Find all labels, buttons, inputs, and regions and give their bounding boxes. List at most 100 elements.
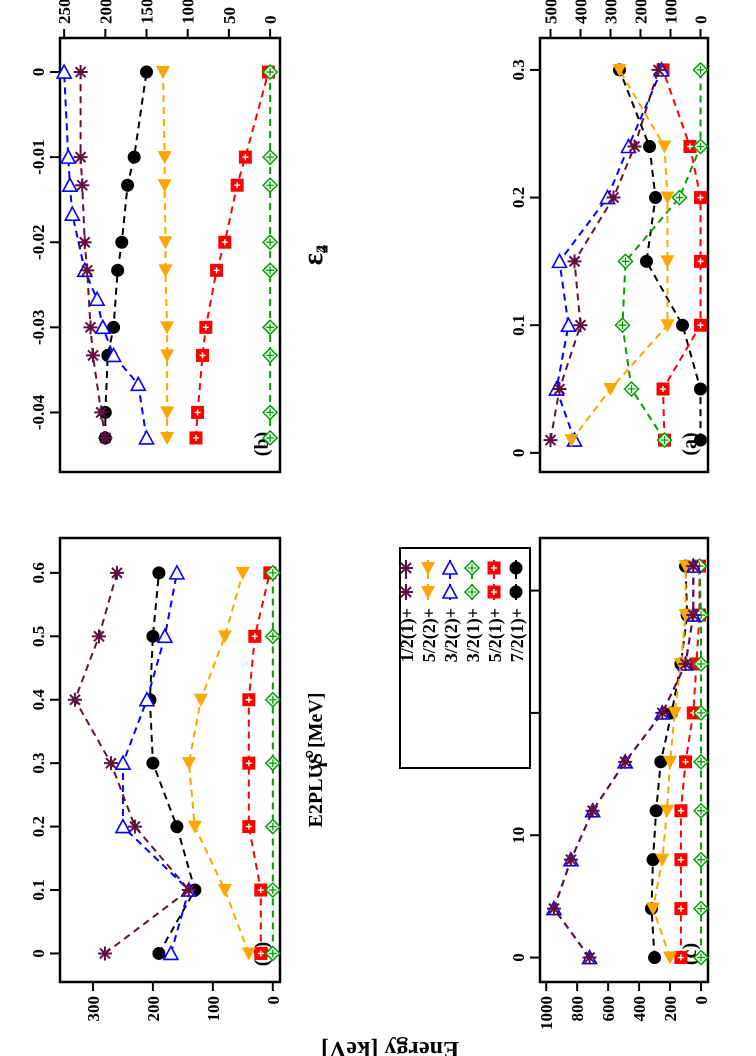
- marker-triangle-open: [94, 318, 112, 335]
- marker-circle: [694, 433, 707, 447]
- x-tick-label: 0.5: [29, 626, 48, 647]
- marker-square-inner: [192, 434, 199, 441]
- y-tick-label: 0: [692, 16, 711, 25]
- marker-square-inner: [491, 589, 497, 595]
- y-tick-label: 600: [599, 996, 618, 1022]
- x-tick-label: 0: [509, 449, 528, 458]
- marker-star: [606, 190, 621, 205]
- marker-triangle-filled: [660, 191, 675, 205]
- marker-triangle-open: [441, 559, 459, 575]
- marker-diamond-inner: [268, 568, 277, 577]
- y-tick-label: 250: [55, 0, 74, 24]
- y-tick-label: 50: [220, 7, 239, 24]
- marker-diamond-inner: [266, 181, 275, 190]
- series-1-2-1--: [67, 565, 196, 961]
- x-tick-label: -0.01: [29, 139, 48, 174]
- y-tick-label: 1000: [537, 996, 556, 1030]
- marker-circle: [640, 254, 653, 268]
- marker-square-inner: [245, 696, 252, 703]
- marker-star: [98, 430, 113, 445]
- marker-star: [563, 852, 578, 867]
- marker-triangle-open: [64, 205, 81, 221]
- marker-diamond-inner: [268, 632, 277, 641]
- legend-label: 5/2(2)+: [419, 608, 440, 662]
- marker-square-inner: [257, 950, 264, 957]
- y-tick-label: 200: [661, 996, 680, 1022]
- marker-star: [399, 561, 413, 575]
- marker-diamond-inner: [266, 433, 275, 442]
- marker-square-inner: [677, 856, 684, 863]
- marker-star: [75, 178, 90, 193]
- marker-square-inner: [491, 565, 497, 571]
- marker-triangle-filled: [181, 757, 196, 771]
- marker-triangle-open: [105, 346, 122, 363]
- marker-star: [80, 263, 95, 278]
- marker-square-inner: [697, 258, 704, 265]
- marker-diamond-inner: [696, 142, 705, 151]
- marker-star: [77, 235, 92, 250]
- x-tick-label: -0.04: [29, 394, 48, 430]
- legend-box: [399, 547, 531, 769]
- marker-diamond-inner: [697, 953, 706, 962]
- marker-diamond-inner: [618, 321, 627, 330]
- marker-square-inner: [213, 267, 220, 274]
- marker-square-inner: [257, 887, 264, 894]
- marker-diamond-inner: [697, 855, 706, 864]
- x-tick-label: 0.2: [29, 816, 48, 837]
- x-tick-label: 0: [509, 953, 528, 962]
- marker-triangle-open: [551, 252, 568, 269]
- marker-circle: [649, 804, 663, 818]
- series-5-2-2--: [181, 566, 256, 961]
- marker-triangle-filled: [667, 706, 682, 720]
- marker-circle: [646, 853, 660, 867]
- marker-triangle-filled: [241, 947, 256, 961]
- x-tick-label: -0.02: [29, 225, 48, 260]
- marker-triangle-filled: [158, 264, 173, 278]
- marker-diamond-inner: [697, 659, 706, 668]
- marker-triangle-filled: [160, 349, 175, 363]
- legend: 7/2(1)+5/2(1)+3/2(1)+3/2(2)+5/2(2)+1/2(1…: [397, 547, 531, 769]
- legend-label: 7/2(1)+: [507, 608, 528, 662]
- marker-triangle-filled: [421, 586, 435, 599]
- x-tick-label: 10: [509, 827, 528, 844]
- marker-circle: [694, 382, 707, 396]
- marker-square-inner: [245, 760, 252, 767]
- marker-triangle-filled: [193, 693, 208, 707]
- marker-circle: [654, 755, 668, 769]
- marker-square-inner: [245, 823, 252, 830]
- marker-triangle-open: [55, 63, 73, 79]
- x-axis-label: ε₄: [298, 244, 329, 265]
- marker-star: [73, 65, 88, 80]
- marker-triangle-filled: [157, 151, 172, 165]
- marker-square-inner: [697, 322, 704, 329]
- x-axis-label: γ°: [302, 750, 328, 772]
- series-5-2-2--: [564, 63, 675, 448]
- marker-triangle-filled: [655, 853, 670, 867]
- marker-diamond-inner: [266, 153, 275, 162]
- marker-star: [686, 608, 701, 623]
- marker-circle: [146, 629, 160, 643]
- series-5-2-2--: [646, 560, 693, 965]
- y-tick-label: 0: [261, 16, 280, 25]
- marker-diamond-inner: [266, 408, 275, 417]
- marker-diamond-inner: [468, 564, 476, 572]
- marker-triangle-filled: [660, 255, 675, 269]
- marker-triangle-open: [138, 691, 156, 707]
- x-tick-label: 0.1: [509, 315, 528, 336]
- marker-triangle-filled: [646, 902, 661, 916]
- series-line: [552, 566, 695, 959]
- y-tick-label: 200: [632, 0, 651, 24]
- y-tick-label: 100: [179, 0, 198, 24]
- marker-star: [109, 565, 124, 580]
- marker-square-inner: [682, 758, 689, 765]
- marker-diamond-inner: [266, 323, 275, 332]
- marker-square-inner: [234, 182, 241, 189]
- y-tick-label: 100: [662, 0, 681, 24]
- marker-triangle-filled: [155, 66, 170, 80]
- series-1-2-1--: [543, 62, 666, 448]
- marker-square-inner: [199, 352, 206, 359]
- x-tick-label: -0.03: [29, 310, 48, 345]
- marker-circle: [111, 263, 125, 277]
